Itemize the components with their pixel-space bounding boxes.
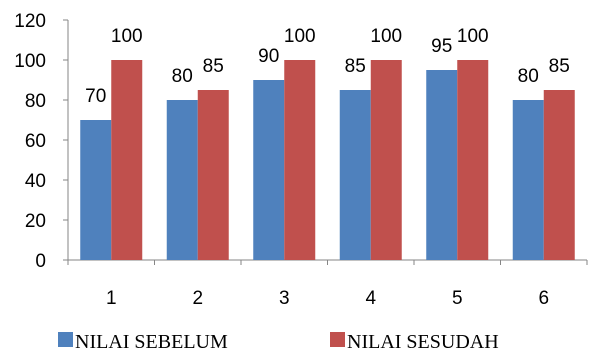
bar-sebelum [339,90,371,260]
legend-label: NILAI SEBELUM [75,331,228,353]
bar-sebelum [426,70,458,260]
bar-sesudah [111,60,143,260]
x-tick-label: 5 [452,288,463,309]
bar-sebelum [166,100,198,260]
data-label: 100 [457,26,489,47]
data-label: 70 [85,86,106,107]
legend-label: NILAI SESUDAH [347,331,499,353]
x-tick-label: 2 [192,288,203,309]
bars [80,60,575,260]
legend-swatch [330,332,345,347]
data-label: 85 [345,56,366,77]
y-tick-label: 80 [25,91,46,112]
bar-sesudah [197,90,229,260]
bar-sebelum [253,80,285,260]
data-label: 100 [370,26,402,47]
data-label: 100 [284,26,316,47]
x-tick-label: 4 [365,288,376,309]
data-label: 85 [549,56,570,77]
bar-sebelum [512,100,544,260]
x-tick-label: 6 [538,288,549,309]
y-axis: 0 20 40 60 80 100 120 [14,11,69,272]
data-label: 80 [518,66,539,87]
legend-item: NILAI SEBELUM [58,331,228,353]
y-tick-label: 60 [25,131,46,152]
bar-sesudah [543,90,575,260]
y-tick-label: 0 [35,251,46,272]
y-tick-label: 40 [25,171,46,192]
data-label: 90 [258,46,279,67]
bar-sesudah [284,60,316,260]
data-label: 80 [172,66,193,87]
bar-sesudah [457,60,489,260]
legend-swatch [58,332,73,347]
x-tick-label: 3 [279,288,290,309]
data-label: 95 [431,36,452,57]
y-tick-label: 20 [25,211,46,232]
x-axis: 1 2 3 4 5 6 [67,259,588,309]
y-tick-label: 120 [14,11,46,32]
bar-sebelum [80,120,112,260]
legend: NILAI SEBELUM NILAI SESUDAH [58,331,499,353]
legend-item: NILAI SESUDAH [330,331,499,353]
bar-sesudah [370,60,402,260]
y-tick-label: 100 [14,51,46,72]
data-label: 85 [203,56,224,77]
x-tick-label: 1 [106,288,117,309]
data-label: 100 [111,26,143,47]
